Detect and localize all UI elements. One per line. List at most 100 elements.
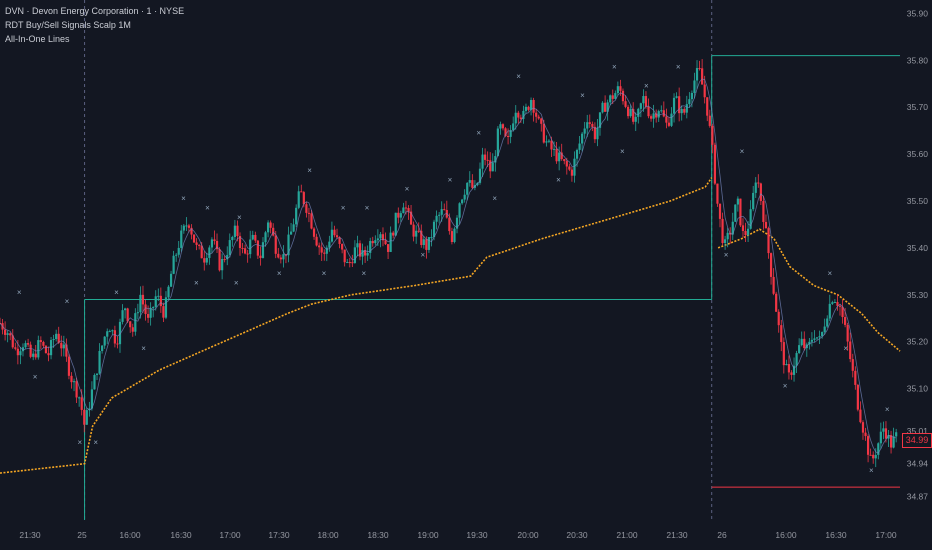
candle [351,254,354,268]
candle [581,131,584,152]
candle [208,245,211,265]
candle [450,227,454,245]
signal-marker: × [65,297,70,306]
candle [325,245,328,262]
candle [289,222,293,235]
candle [739,198,742,227]
candle [524,103,528,114]
candle [223,255,226,263]
candle [394,212,397,236]
candle [75,377,78,403]
candle [736,196,739,212]
signal-marker: × [612,63,617,72]
candle [399,210,402,223]
candle [609,94,612,106]
y-tick-label: 35.01 [907,426,929,436]
candle [44,344,48,354]
candle [560,143,563,161]
x-tick-label: 18:00 [317,530,339,540]
y-tick-label: 35.50 [907,196,929,206]
signal-marker: × [516,72,521,81]
candle [47,346,50,362]
y-tick-label: 35.30 [907,290,929,300]
candle [430,229,433,247]
x-tick-label: 21:00 [616,530,638,540]
candle [312,227,316,240]
candle [389,226,392,253]
candle [678,87,681,122]
candle [328,235,331,252]
candle [583,121,586,139]
indicator-all-in-one-lines[interactable]: All-In-One Lines [5,34,70,44]
candle [517,110,520,124]
candle [724,235,727,250]
candle [849,332,852,363]
candle [190,224,193,240]
candle [103,336,106,349]
price-axis[interactable]: 35.90 35.80 35.70 35.60 35.50 35.40 35.30 35.20… [907,8,929,501]
candle [310,210,313,230]
candle [374,235,377,246]
candle [244,244,247,255]
candle [185,217,188,231]
candle [757,174,760,188]
signal-marker: × [740,147,745,156]
candle [113,325,116,348]
candle [461,198,464,205]
candle [78,396,81,407]
candle [172,250,175,275]
candle [129,321,132,333]
candle [672,93,676,123]
candle [856,383,859,412]
candle [665,108,668,129]
candle [361,243,364,265]
candle [348,257,351,268]
candle [397,207,400,224]
candle [279,254,282,264]
signal-marker: × [580,91,585,100]
x-tick-label: 21:30 [19,530,41,540]
candle [655,109,658,123]
candle [851,353,854,378]
candle [777,309,780,333]
candle [496,126,499,157]
time-axis[interactable]: 21:30 25 16:00 16:30 17:00 17:30 18:00 18:30 19:… [19,530,897,540]
candle [356,235,359,257]
moving-average [0,78,897,454]
candle [427,237,431,253]
candle [706,97,709,122]
candle [24,340,27,349]
candle [213,230,216,245]
candle [307,207,311,223]
candle [698,60,701,71]
candle [647,98,650,119]
candle [821,331,824,339]
candle [690,90,694,108]
signal-marker: × [205,203,210,212]
candle [563,158,566,165]
candle [39,336,42,350]
signal-marker: × [724,250,729,259]
candle [501,123,505,131]
candle [836,293,839,311]
candle [330,221,334,243]
signal-marker: × [421,250,426,259]
candle [466,182,469,201]
candle [481,147,484,177]
candle [892,427,895,449]
candle [425,236,428,259]
y-tick-label: 35.20 [907,337,929,347]
candle [134,308,137,336]
candle [162,302,165,323]
candle [323,249,326,261]
candle [887,429,890,447]
candle [795,350,798,373]
candle [238,232,242,256]
candle [598,112,602,136]
candle [532,97,535,122]
candle [440,201,443,222]
candle [4,321,7,341]
indicator-rdt-signals[interactable]: RDT Buy/Sell Signals Scalp 1M [5,20,131,30]
symbol-title[interactable]: DVN · Devon Energy Corporation · 1 · NYS… [5,6,185,16]
